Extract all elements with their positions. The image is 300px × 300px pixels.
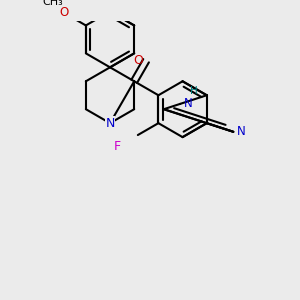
Text: N: N	[105, 117, 115, 130]
Text: F: F	[114, 140, 121, 153]
Text: O: O	[134, 54, 143, 67]
Text: N: N	[184, 98, 193, 110]
Text: O: O	[59, 6, 69, 20]
Text: N: N	[237, 125, 246, 138]
Text: H: H	[190, 86, 197, 96]
Text: CH₃: CH₃	[42, 0, 63, 7]
